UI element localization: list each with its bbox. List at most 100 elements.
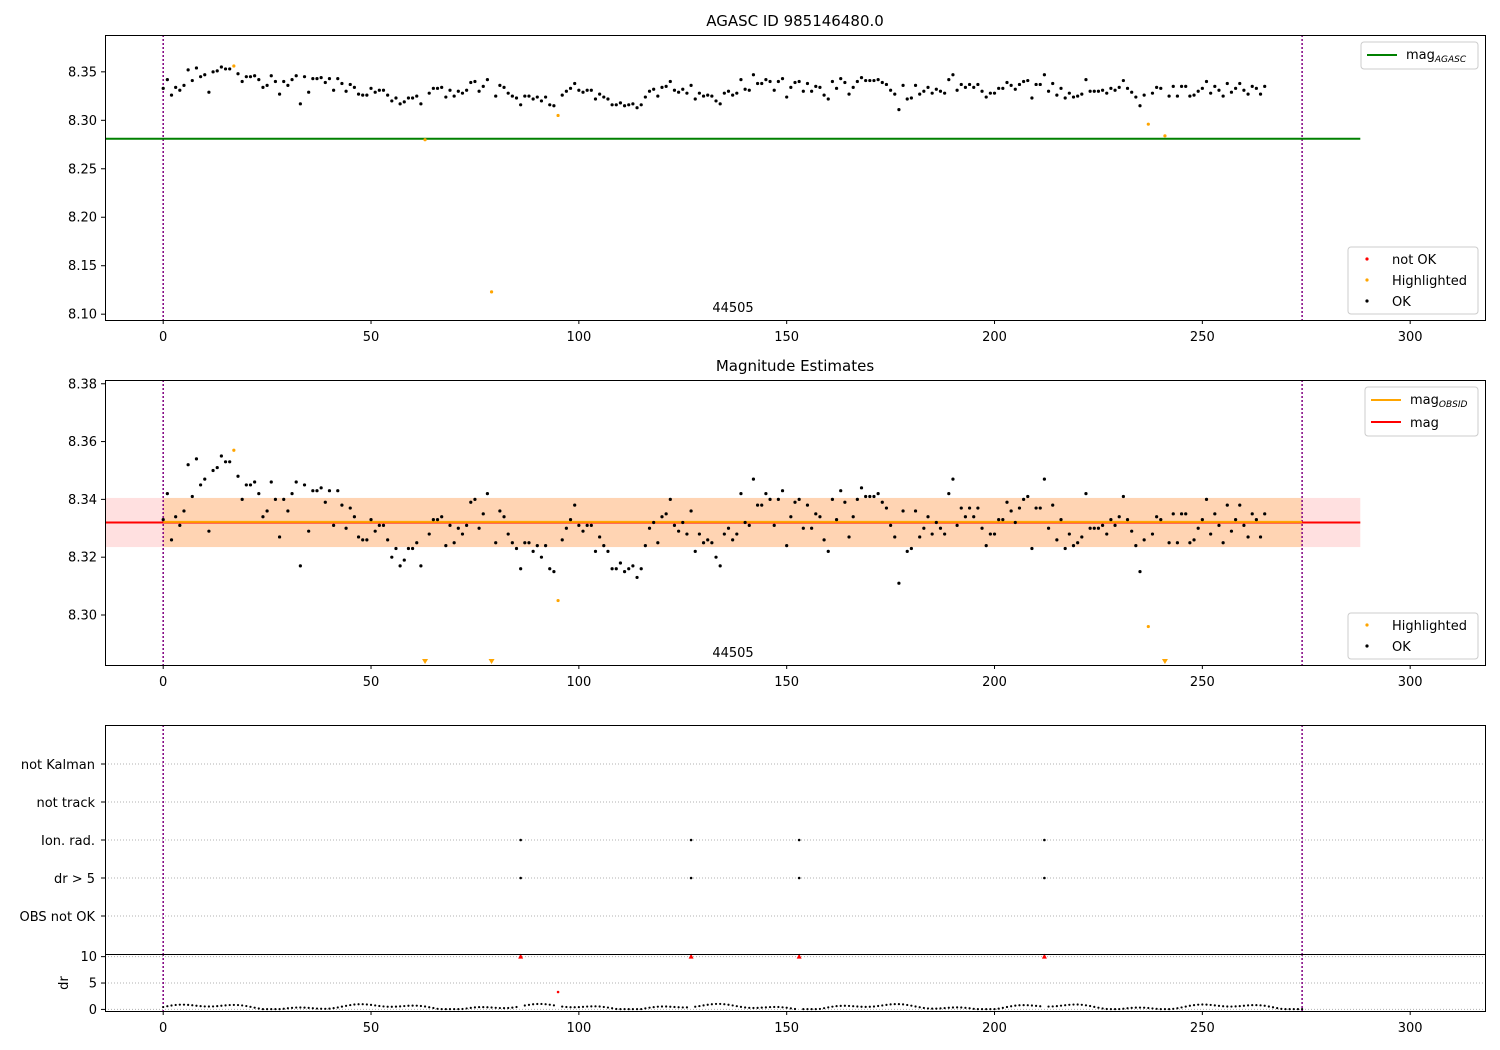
ok-point bbox=[714, 555, 718, 559]
ok-point bbox=[1034, 82, 1038, 87]
ok-point bbox=[1159, 518, 1163, 522]
ok-point bbox=[560, 93, 564, 97]
ok-point bbox=[593, 549, 598, 554]
dr-point bbox=[1284, 1008, 1287, 1011]
ok-point bbox=[660, 515, 664, 519]
ok-point bbox=[577, 88, 581, 92]
ok-point bbox=[1017, 506, 1022, 510]
ok-point bbox=[814, 84, 818, 88]
ok-point bbox=[780, 77, 785, 81]
ok-point bbox=[785, 544, 789, 548]
ok-point bbox=[1005, 500, 1009, 504]
dr-point bbox=[843, 1004, 846, 1007]
ok-point bbox=[456, 526, 460, 530]
ok-point bbox=[631, 102, 635, 106]
dr-point bbox=[1101, 1007, 1104, 1010]
dr-point bbox=[428, 1006, 431, 1009]
ok-point bbox=[469, 500, 473, 504]
ok-point bbox=[897, 108, 901, 112]
ok-point bbox=[548, 103, 552, 107]
out-of-range-marker bbox=[488, 659, 495, 664]
dr-point bbox=[1010, 1005, 1013, 1008]
dr-point bbox=[1034, 1004, 1038, 1007]
panel1-xtick-label: 250 bbox=[1190, 330, 1215, 345]
ok-point bbox=[1234, 518, 1238, 522]
ok-point bbox=[1209, 91, 1213, 95]
dr-point bbox=[640, 1007, 643, 1011]
panel2-ytick-label: 8.38 bbox=[68, 377, 97, 392]
dr-point bbox=[723, 1003, 726, 1006]
dr-point bbox=[174, 1003, 177, 1007]
dr-point bbox=[457, 1008, 460, 1011]
ok-point bbox=[938, 89, 943, 93]
dr-point bbox=[286, 1007, 289, 1010]
ok-point bbox=[1196, 89, 1200, 93]
ok-point bbox=[656, 541, 660, 545]
ok-point bbox=[785, 95, 789, 99]
dr-point bbox=[249, 1005, 252, 1008]
ok-point bbox=[539, 99, 544, 103]
dr-point bbox=[1201, 1003, 1204, 1006]
ok-point bbox=[1121, 494, 1125, 499]
ok-point bbox=[402, 100, 406, 104]
ok-point bbox=[290, 491, 294, 496]
ok-point bbox=[294, 74, 298, 78]
ok-point bbox=[406, 96, 411, 100]
ok-point bbox=[1005, 80, 1009, 85]
ok-point bbox=[440, 85, 444, 89]
dr-point bbox=[162, 1005, 165, 1009]
ok-point bbox=[1080, 535, 1084, 539]
ok-point bbox=[1055, 93, 1059, 97]
ok-point bbox=[718, 102, 722, 106]
flag-point bbox=[689, 876, 693, 880]
ok-point bbox=[1009, 83, 1013, 88]
ok-point bbox=[348, 506, 352, 510]
ok-point bbox=[1246, 535, 1250, 539]
dr-point bbox=[893, 1003, 896, 1006]
ok-point bbox=[548, 567, 552, 571]
dr-point bbox=[220, 1004, 223, 1007]
ok-point bbox=[228, 460, 232, 464]
ok-point bbox=[1258, 92, 1263, 96]
ok-point bbox=[415, 94, 419, 98]
dr-point bbox=[910, 1004, 913, 1007]
ok-point bbox=[481, 512, 485, 516]
dr-clipped-marker bbox=[518, 953, 524, 959]
ok-point bbox=[165, 491, 169, 496]
dr-point bbox=[1047, 1005, 1050, 1008]
ok-point bbox=[174, 85, 178, 89]
dr-point bbox=[764, 1006, 768, 1009]
ok-point bbox=[1204, 497, 1209, 501]
dr-point bbox=[852, 1005, 855, 1008]
ok-point bbox=[194, 457, 199, 461]
ok-point bbox=[976, 506, 980, 510]
out-of-range-marker bbox=[1161, 659, 1168, 664]
ok-point bbox=[1238, 81, 1242, 86]
ok-point bbox=[1254, 518, 1258, 522]
ok-point bbox=[755, 81, 760, 86]
ok-point bbox=[1225, 503, 1229, 507]
ok-point bbox=[772, 523, 776, 527]
dr-point bbox=[540, 1002, 543, 1006]
panel4-xtick-label: 100 bbox=[566, 1021, 591, 1036]
ok-point bbox=[1155, 515, 1159, 519]
panel1-xtick-label: 200 bbox=[982, 330, 1007, 345]
dr-point bbox=[199, 1005, 202, 1008]
dr-point bbox=[511, 1006, 514, 1009]
ok-point bbox=[1038, 82, 1042, 87]
ok-point bbox=[361, 93, 365, 97]
dr-point bbox=[1288, 1008, 1291, 1011]
ok-point bbox=[519, 567, 523, 571]
dr-point bbox=[943, 1006, 946, 1010]
ok-point bbox=[701, 541, 706, 545]
ok-point bbox=[635, 575, 639, 580]
ok-point bbox=[236, 474, 240, 478]
ok-point bbox=[373, 90, 377, 94]
ok-point bbox=[876, 491, 880, 496]
ok-point bbox=[169, 93, 174, 97]
ok-point bbox=[448, 88, 452, 92]
dr-point bbox=[507, 1006, 510, 1010]
dr-point bbox=[1292, 1008, 1295, 1011]
ok-point bbox=[494, 541, 498, 545]
dr-point bbox=[685, 1006, 689, 1009]
